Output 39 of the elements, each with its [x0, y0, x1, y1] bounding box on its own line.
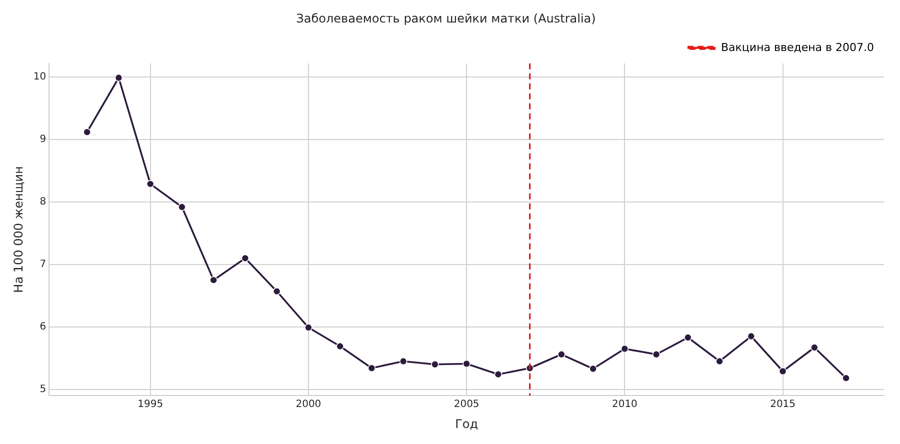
- point: [462, 360, 470, 368]
- point: [810, 344, 818, 352]
- y-tick-label: 8: [40, 196, 46, 208]
- point: [178, 203, 186, 211]
- point: [652, 350, 660, 358]
- x-tick-label: 2015: [770, 399, 796, 410]
- x-axis-title: Год: [455, 416, 478, 431]
- point: [747, 332, 756, 340]
- x-tick-label: 2000: [296, 399, 322, 410]
- x-tick-label: 2005: [454, 399, 480, 410]
- point: [241, 254, 250, 262]
- point: [399, 357, 408, 366]
- point: [83, 128, 91, 136]
- y-tick-label: 10: [33, 72, 46, 83]
- point: [304, 324, 312, 332]
- x-tick-label: 2010: [612, 399, 638, 410]
- point: [842, 374, 850, 382]
- point: [272, 287, 281, 296]
- y-tick-label: 5: [40, 384, 46, 395]
- y-axis-title: На 100 000 женщин: [11, 166, 26, 293]
- point: [431, 360, 439, 368]
- y-tick-label: 7: [40, 259, 46, 270]
- x-tick-label: 1995: [138, 399, 164, 410]
- point: [716, 357, 724, 366]
- point: [494, 370, 502, 378]
- point: [336, 342, 344, 350]
- point: [146, 180, 154, 188]
- point: [778, 367, 787, 376]
- chart-title: Заболеваемость раком шейки матки (Australia): [296, 11, 596, 26]
- point: [368, 364, 376, 372]
- point: [589, 364, 597, 373]
- point: [114, 74, 123, 82]
- y-tick-label: 6: [40, 322, 46, 333]
- point: [620, 344, 629, 353]
- point: [210, 276, 218, 284]
- point: [684, 334, 692, 342]
- y-tick-label: 9: [40, 134, 46, 146]
- point: [558, 350, 566, 358]
- legend-label: Вакцина введена в 2007.0: [721, 40, 874, 54]
